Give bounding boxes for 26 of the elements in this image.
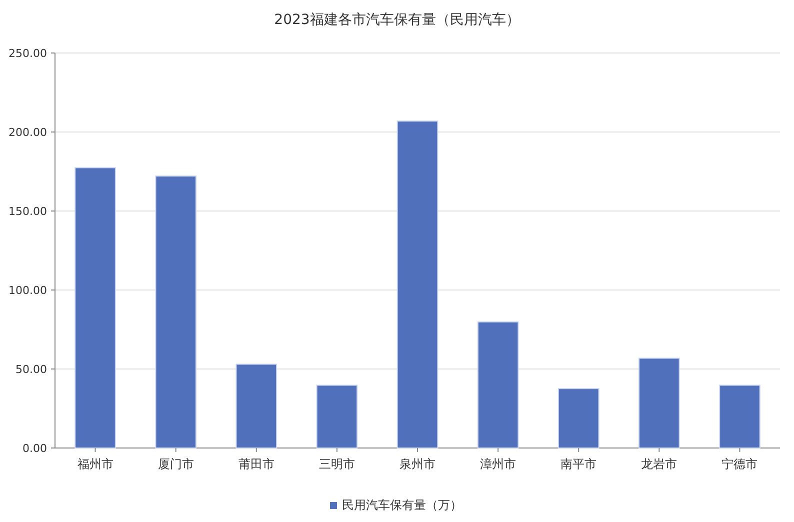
y-tick-label: 100.00	[8, 284, 47, 297]
x-tick-label: 宁德市	[722, 457, 758, 471]
bar	[316, 384, 358, 448]
y-tick-label: 50.00	[16, 363, 47, 376]
y-tick-label: 250.00	[8, 47, 47, 60]
bar	[558, 388, 600, 448]
x-tick-label: 莆田市	[238, 457, 274, 471]
y-tick-label: 200.00	[8, 126, 47, 139]
x-tick-label: 三明市	[318, 457, 355, 471]
legend-label: 民用汽车保有量（万）	[342, 498, 462, 512]
chart-title: 2023福建各市汽车保有量（民用汽车）	[274, 12, 520, 28]
x-tick-label: 南平市	[560, 457, 597, 471]
x-tick-label: 厦门市	[158, 457, 194, 471]
bar	[74, 167, 116, 448]
bar	[396, 120, 438, 448]
bar	[638, 358, 680, 448]
bar	[155, 176, 196, 448]
bar	[719, 384, 760, 448]
y-tick-label: 150.00	[8, 205, 47, 218]
x-tick-label: 泉州市	[400, 457, 436, 471]
x-tick-label: 福州市	[77, 457, 114, 471]
x-tick-label: 龙岩市	[641, 457, 678, 471]
x-tick-label: 漳州市	[480, 457, 516, 471]
bar	[236, 364, 278, 448]
y-tick-label: 0.00	[22, 442, 47, 455]
bar	[477, 321, 519, 448]
